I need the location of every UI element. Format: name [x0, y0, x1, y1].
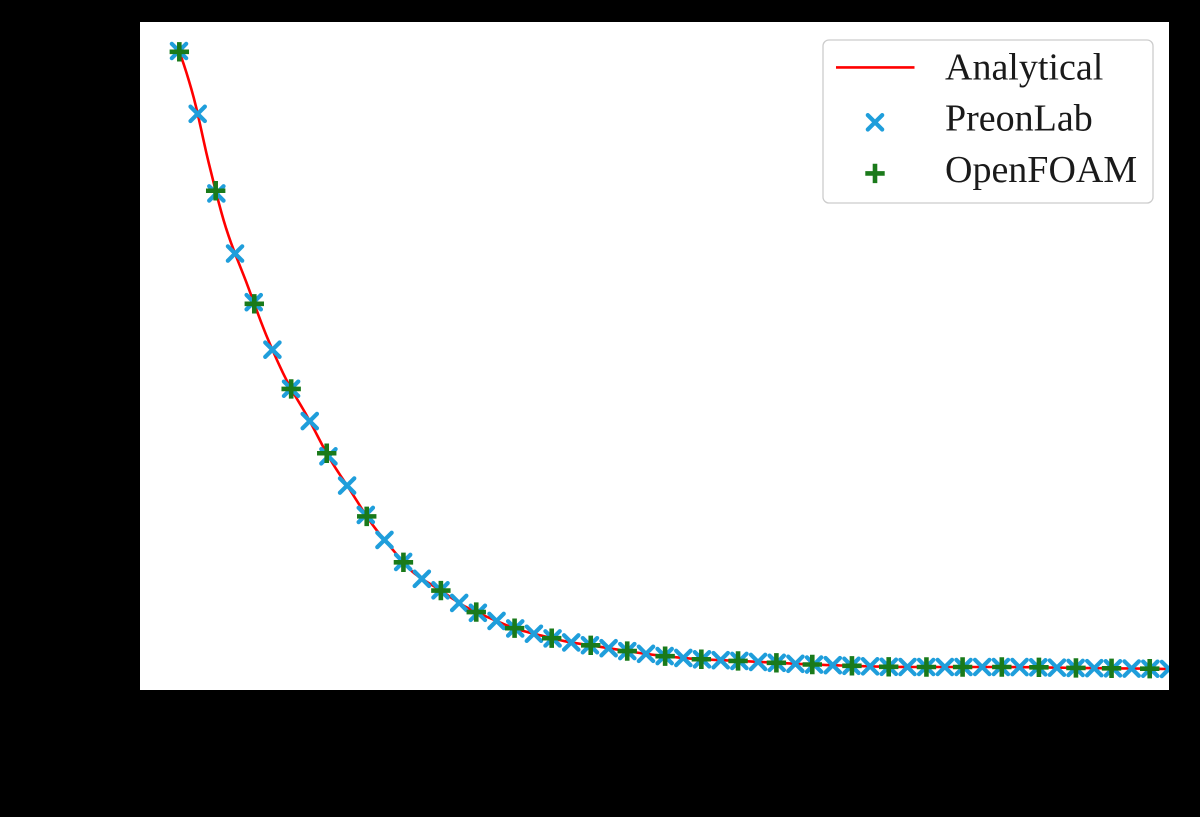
svg-text:Analytical: Analytical — [945, 47, 1103, 89]
svg-text:OpenFOAM: OpenFOAM — [945, 149, 1137, 191]
svg-text:PreonLab: PreonLab — [945, 98, 1093, 140]
